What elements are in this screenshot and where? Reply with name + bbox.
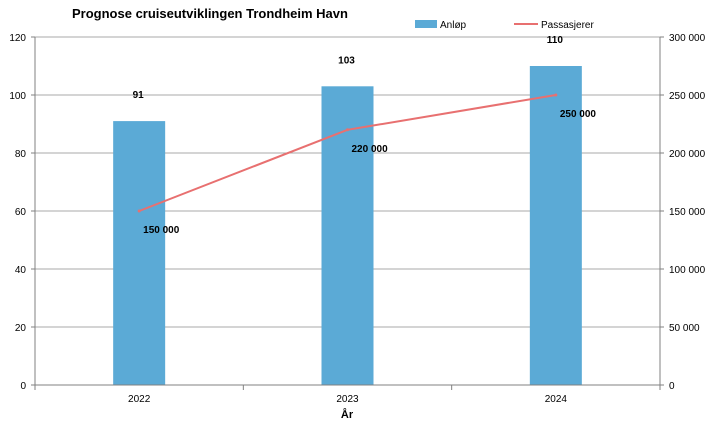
left-axis-tick-label: 0: [20, 381, 26, 392]
legend-swatch-bar: [415, 20, 437, 28]
right-axis-tick-label: 300 000: [669, 33, 706, 44]
bar-value-label: 110: [547, 35, 564, 46]
line-value-label: 150 000: [143, 225, 180, 236]
legend-label: Anløp: [440, 20, 467, 31]
left-axis-tick-label: 100: [9, 91, 26, 102]
x-axis-tick-label: 2024: [545, 394, 568, 405]
line-point: [346, 128, 349, 132]
right-axis-tick-label: 0: [669, 381, 675, 392]
left-axis-tick-label: 60: [15, 207, 27, 218]
line-point: [137, 209, 141, 213]
chart-title: Prognose cruiseutviklingen Trondheim Hav…: [72, 6, 348, 21]
right-axis-tick-label: 200 000: [669, 149, 706, 160]
bar-value-label: 103: [338, 55, 355, 66]
right-axis-tick-label: 150 000: [669, 207, 706, 218]
line-point: [554, 93, 558, 97]
line-value-label: 220 000: [352, 144, 389, 155]
right-axis-tick-label: 100 000: [669, 265, 706, 276]
left-axis-tick-label: 20: [15, 323, 27, 334]
bar: [113, 121, 166, 385]
right-axis-tick-label: 50 000: [669, 323, 700, 334]
right-axis-tick-label: 250 000: [669, 91, 706, 102]
left-axis-tick-label: 80: [15, 149, 27, 160]
x-axis-title: År: [341, 408, 354, 421]
bar: [529, 66, 582, 385]
left-axis-tick-label: 120: [9, 33, 26, 44]
bar-value-label: 91: [133, 90, 145, 101]
x-axis-tick-label: 2023: [336, 394, 359, 405]
x-axis-tick-label: 2022: [128, 394, 151, 405]
left-axis-tick-label: 40: [15, 265, 27, 276]
line-value-label: 250 000: [560, 109, 597, 120]
legend-label: Passasjerer: [541, 20, 594, 31]
